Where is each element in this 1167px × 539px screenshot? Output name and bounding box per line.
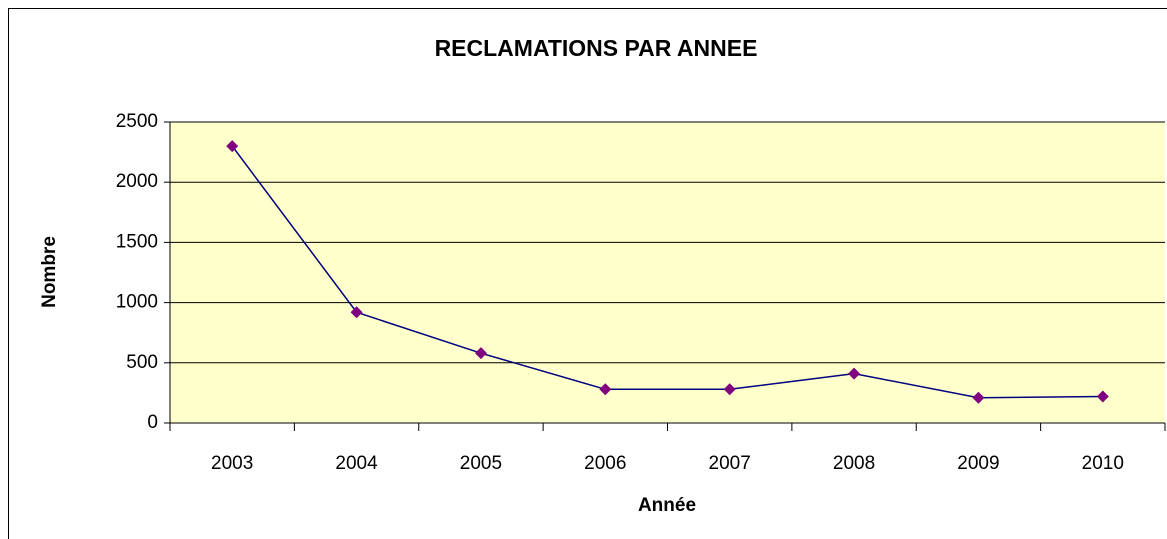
x-tick-label: 2004 — [335, 453, 378, 474]
marker — [474, 347, 487, 360]
marker — [1096, 390, 1109, 403]
x-tick-label: 2005 — [460, 453, 502, 474]
plot-area — [170, 122, 1165, 423]
y-tick-label: 2000 — [116, 171, 158, 192]
marker — [723, 383, 736, 396]
marker — [972, 391, 985, 404]
y-tick-label: 0 — [147, 412, 158, 433]
marker — [350, 306, 363, 319]
y-axis-label: Nombre — [39, 236, 60, 308]
x-tick-label: 2007 — [709, 453, 751, 474]
y-tick-label: 1500 — [116, 231, 158, 252]
marker — [226, 140, 239, 153]
marker — [848, 367, 861, 380]
x-tick-label: 2006 — [584, 453, 626, 474]
y-tick-label: 500 — [126, 352, 158, 373]
x-tick-label: 2003 — [211, 453, 253, 474]
chart-title: RECLAMATIONS PAR ANNEE — [435, 35, 758, 61]
y-tick-label: 2500 — [116, 111, 158, 132]
x-tick-label: 2010 — [1082, 453, 1124, 474]
line — [231, 145, 1103, 399]
marker — [599, 383, 612, 396]
x-tick-label: 2009 — [957, 453, 999, 474]
y-tick-label: 1000 — [116, 292, 158, 313]
x-tick-label: 2008 — [833, 453, 875, 474]
x-axis-label: Année — [638, 495, 696, 516]
